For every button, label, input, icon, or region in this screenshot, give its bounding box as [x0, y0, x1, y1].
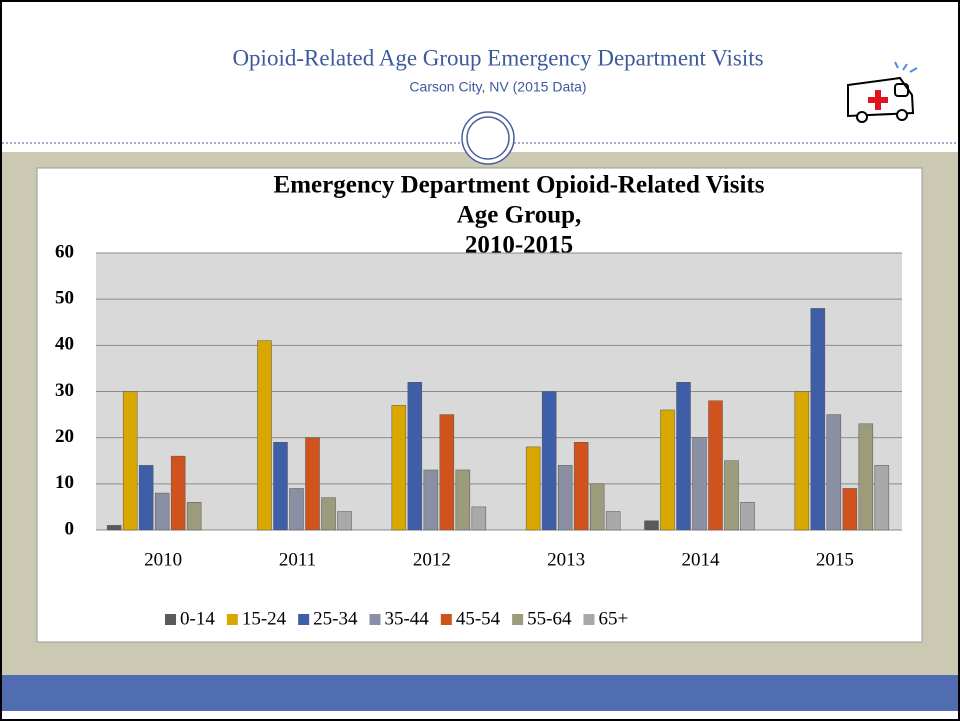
bar	[859, 424, 873, 530]
legend-swatch	[227, 614, 238, 625]
bar	[107, 525, 121, 530]
footer-band	[2, 675, 958, 711]
bar	[440, 415, 454, 530]
bar	[274, 442, 288, 530]
x-tick-label: 2015	[816, 549, 854, 570]
bar	[558, 465, 572, 530]
slide-title: Opioid-Related Age Group Emergency Depar…	[232, 45, 763, 70]
bar	[456, 470, 470, 530]
bar	[306, 438, 320, 530]
legend-swatch	[298, 614, 309, 625]
bar	[187, 502, 201, 530]
bar	[472, 507, 486, 530]
legend-label: 25-34	[313, 608, 358, 629]
x-tick-label: 2014	[682, 549, 721, 570]
bar	[709, 401, 723, 530]
bar	[338, 512, 352, 530]
divider-ornament-inner	[467, 117, 509, 159]
legend-label: 65+	[598, 608, 628, 629]
x-tick-label: 2013	[547, 549, 585, 570]
bar	[677, 382, 691, 530]
bar	[123, 392, 137, 531]
bar	[811, 308, 825, 530]
legend-label: 45-54	[456, 608, 501, 629]
bar	[408, 382, 422, 530]
y-tick-label: 10	[55, 472, 74, 493]
legend-swatch	[583, 614, 594, 625]
bar	[725, 461, 739, 530]
bar	[693, 438, 707, 530]
bar	[827, 415, 841, 530]
bar	[171, 456, 185, 530]
x-tick-label: 2010	[144, 549, 182, 570]
bar	[795, 392, 809, 531]
bar	[290, 488, 304, 530]
y-tick-label: 0	[65, 518, 75, 539]
bar	[424, 470, 438, 530]
x-tick-label: 2012	[413, 549, 451, 570]
bar	[606, 512, 620, 530]
legend-label: 55-64	[527, 608, 572, 629]
slide: Opioid-Related Age Group Emergency Depar…	[0, 0, 960, 721]
bar	[392, 405, 406, 530]
chart-title: 2010-2015	[465, 232, 573, 259]
bar	[574, 442, 588, 530]
y-tick-label: 50	[55, 288, 74, 309]
bar	[155, 493, 169, 530]
y-tick-label: 40	[55, 334, 74, 355]
legend-swatch	[441, 614, 452, 625]
legend-swatch	[369, 614, 380, 625]
x-tick-label: 2011	[279, 549, 316, 570]
slide-subtitle: Carson City, NV (2015 Data)	[409, 79, 586, 95]
bar	[139, 465, 153, 530]
bar	[645, 521, 659, 530]
legend-label: 0-14	[180, 608, 215, 629]
legend-swatch	[165, 614, 176, 625]
y-tick-label: 60	[55, 241, 74, 262]
page: Opioid-Related Age Group Emergency Depar…	[0, 0, 960, 721]
bar	[741, 502, 755, 530]
chart-title: Age Group,	[457, 202, 582, 229]
bar	[542, 392, 556, 531]
y-tick-label: 30	[55, 380, 74, 401]
bar	[661, 410, 675, 530]
legend-label: 15-24	[242, 608, 287, 629]
bar	[590, 484, 604, 530]
bar	[526, 447, 540, 530]
legend-swatch	[512, 614, 523, 625]
y-tick-label: 20	[55, 426, 74, 447]
chart-title: Emergency Department Opioid-Related Visi…	[274, 172, 765, 199]
bar	[875, 465, 889, 530]
bar	[322, 498, 336, 530]
legend-label: 35-44	[384, 608, 429, 629]
bar	[843, 488, 857, 530]
bar	[258, 341, 272, 530]
